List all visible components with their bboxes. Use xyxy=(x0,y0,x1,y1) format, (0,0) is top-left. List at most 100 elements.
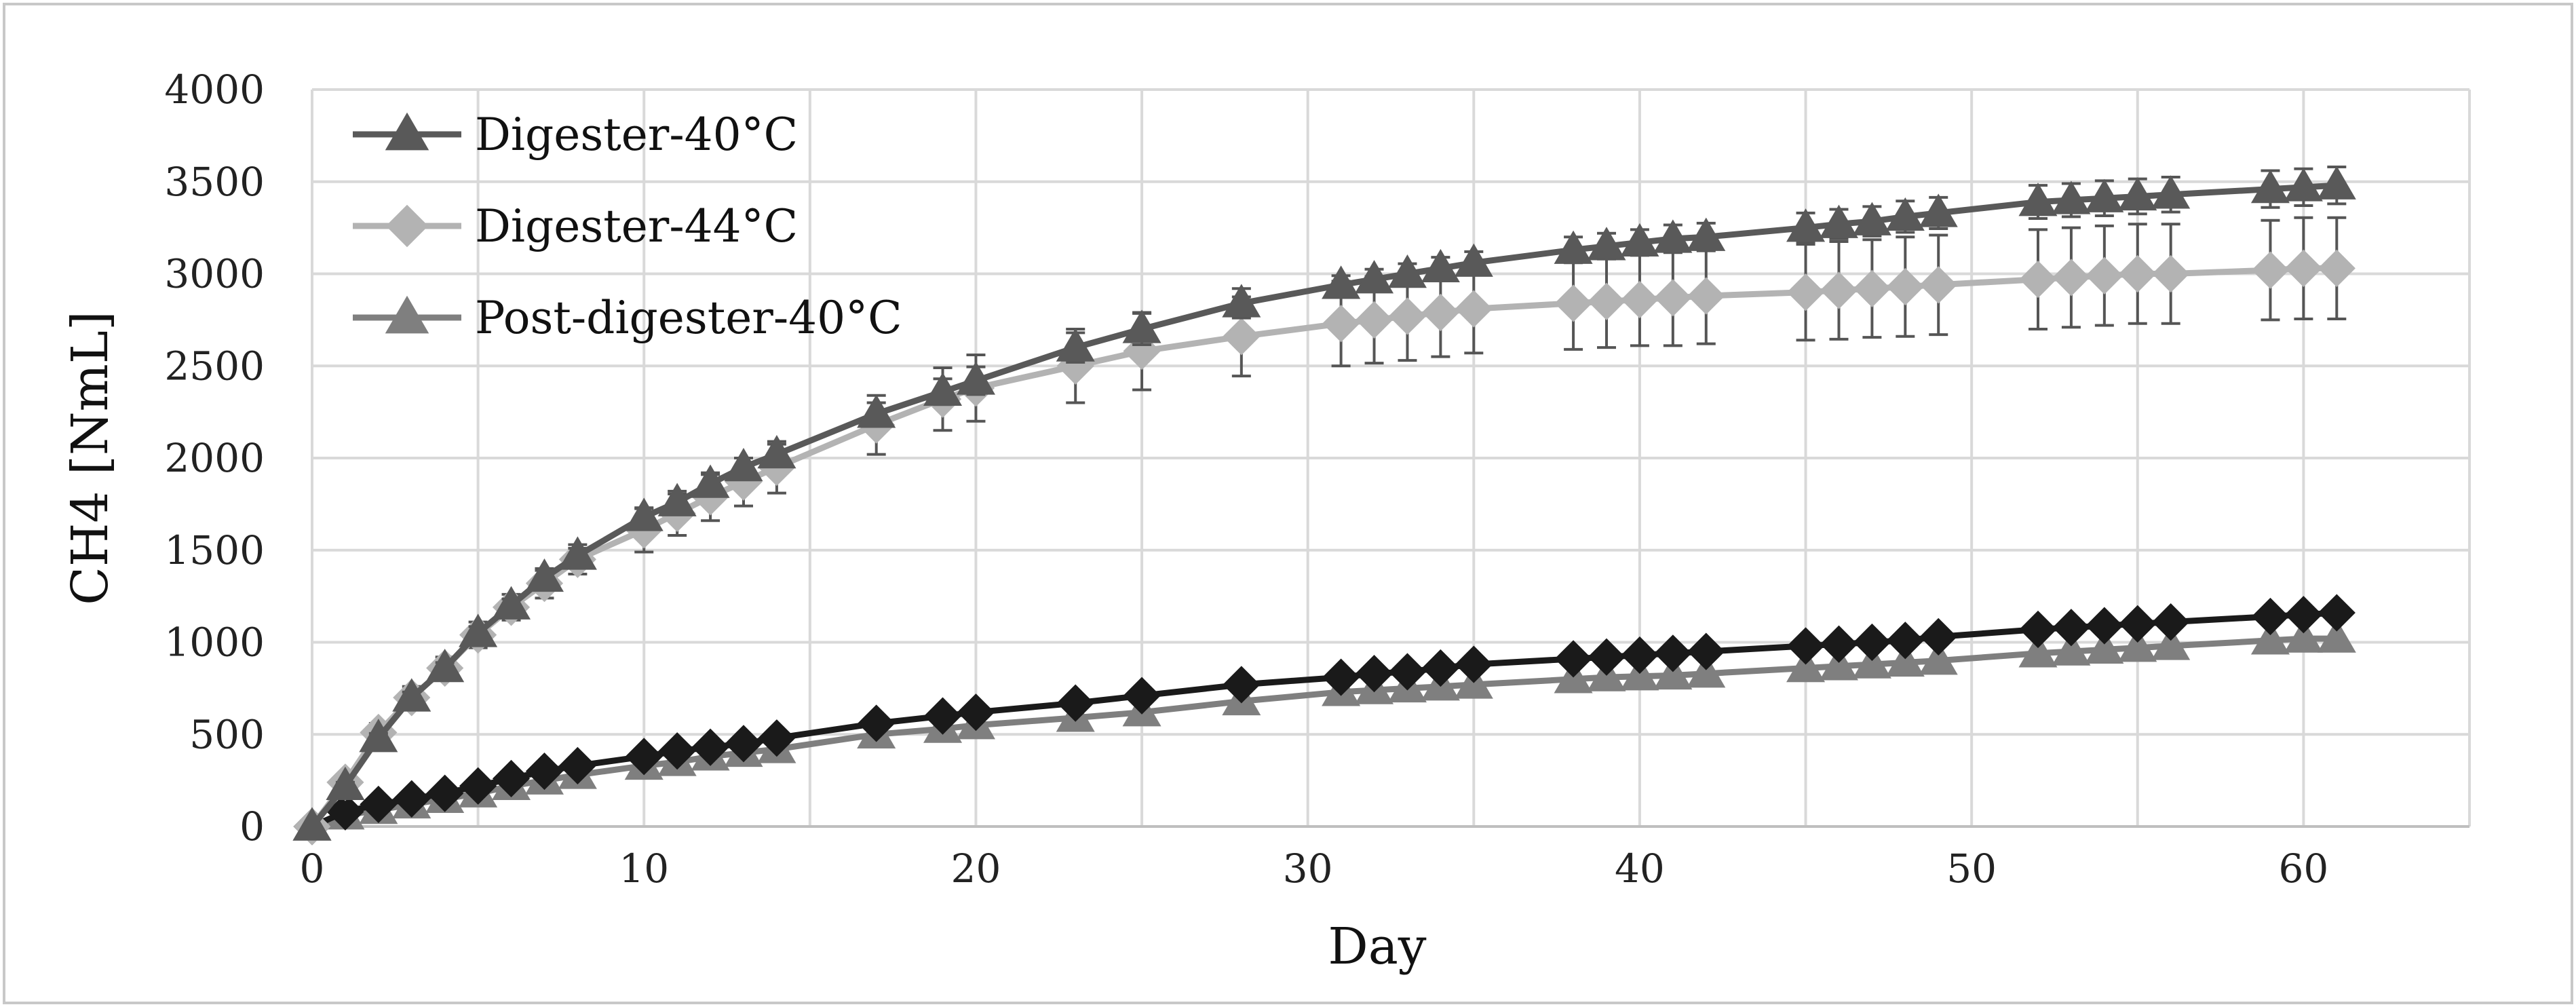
data-point xyxy=(2317,619,2356,653)
data-point xyxy=(691,728,729,766)
data-point xyxy=(2152,603,2190,641)
data-point xyxy=(558,746,596,785)
data-point xyxy=(1454,243,1493,277)
data-point xyxy=(857,394,896,428)
data-point xyxy=(1222,284,1261,318)
data-point xyxy=(2119,254,2157,293)
data-point xyxy=(492,586,531,620)
data-point xyxy=(1820,625,1858,663)
data-point xyxy=(725,725,763,763)
data-point xyxy=(1885,197,1925,231)
data-point xyxy=(923,372,963,406)
data-point xyxy=(1786,627,1825,665)
series-layer xyxy=(292,166,2356,846)
data-point xyxy=(525,752,564,791)
legend: Digester-40°C Digester-44°C Post-digester-… xyxy=(353,109,902,344)
data-point xyxy=(426,774,464,812)
data-point xyxy=(425,648,465,683)
data-point xyxy=(1421,248,1460,283)
data-point xyxy=(2250,621,2290,655)
data-point xyxy=(2151,175,2191,209)
data-point xyxy=(923,697,962,735)
data-point xyxy=(360,785,398,824)
series-1 xyxy=(292,166,2356,841)
data-point xyxy=(1654,279,1692,317)
x-tick-label: 0 xyxy=(300,846,325,892)
data-point xyxy=(2085,630,2124,664)
data-point xyxy=(1587,227,1626,261)
data-point xyxy=(1421,649,1459,687)
data-point xyxy=(1852,202,1891,235)
data-point xyxy=(2052,259,2090,297)
x-tick-label: 20 xyxy=(951,846,1001,892)
data-point xyxy=(1886,622,1924,660)
data-point xyxy=(326,766,365,800)
data-point xyxy=(2052,609,2090,647)
data-point xyxy=(1621,636,1659,674)
y-tick-label: 2000 xyxy=(164,435,265,481)
data-point xyxy=(1819,647,1858,681)
data-point xyxy=(1687,217,1726,251)
data-point xyxy=(2251,597,2290,636)
data-point xyxy=(2018,634,2058,668)
data-point xyxy=(459,767,497,805)
axes: 0 500 1000 1500 2000 2500 3000 3500 4000 0 10 20 30 4… xyxy=(61,66,2469,976)
data-point xyxy=(2118,176,2157,211)
x-tick-label: 30 xyxy=(1283,846,1333,892)
data-point xyxy=(1786,273,1825,311)
data-point xyxy=(624,497,664,531)
data-point xyxy=(2119,605,2157,643)
data-point xyxy=(1919,266,1957,304)
data-point xyxy=(2152,254,2190,293)
data-point xyxy=(2284,596,2322,634)
data-point xyxy=(1653,219,1693,253)
legend-entry-1: Digester-40°C xyxy=(353,109,798,161)
data-point xyxy=(1355,655,1393,693)
legend-entry-3: Post-digester-40°C xyxy=(353,292,902,344)
data-point xyxy=(2151,626,2191,660)
data-point xyxy=(2318,594,2356,632)
y-tick-label: 0 xyxy=(239,803,265,850)
x-tick-label: 50 xyxy=(1946,846,1997,892)
data-point xyxy=(558,536,597,570)
data-point xyxy=(858,704,896,742)
data-point xyxy=(1786,208,1826,242)
data-point xyxy=(1919,641,1958,675)
data-point xyxy=(691,464,730,498)
data-point xyxy=(1554,230,1593,264)
data-point xyxy=(2251,251,2290,289)
data-point xyxy=(1223,318,1261,356)
data-point xyxy=(2085,178,2124,212)
data-point xyxy=(1653,656,1693,690)
data-point xyxy=(1554,284,1592,322)
data-point xyxy=(1687,654,1726,688)
data-point xyxy=(1885,643,1925,677)
data-point xyxy=(2018,183,2058,216)
chart-border xyxy=(3,3,2573,1004)
data-point xyxy=(724,448,763,482)
y-tick-label: 4000 xyxy=(164,66,265,113)
data-point xyxy=(1322,658,1360,696)
data-point xyxy=(1621,280,1659,319)
data-point xyxy=(1123,677,1161,715)
data-point xyxy=(359,719,398,753)
data-point xyxy=(2019,610,2057,649)
series-4 xyxy=(293,594,2356,846)
data-point xyxy=(1056,684,1094,722)
data-point xyxy=(1820,271,1858,309)
y-axis-title: CH4 [NmL] xyxy=(61,311,119,605)
data-point xyxy=(1852,645,1891,679)
data-point xyxy=(459,613,498,647)
data-point xyxy=(492,759,531,798)
data-point xyxy=(1620,223,1659,257)
data-point xyxy=(2317,166,2356,200)
x-tick-label: 60 xyxy=(2278,846,2328,892)
data-point xyxy=(1588,638,1626,676)
data-point xyxy=(1322,265,1361,299)
data-point xyxy=(658,732,696,770)
data-point xyxy=(1123,332,1161,370)
x-tick-label: 10 xyxy=(619,846,669,892)
data-point xyxy=(2284,168,2323,202)
data-point xyxy=(1853,623,1891,662)
